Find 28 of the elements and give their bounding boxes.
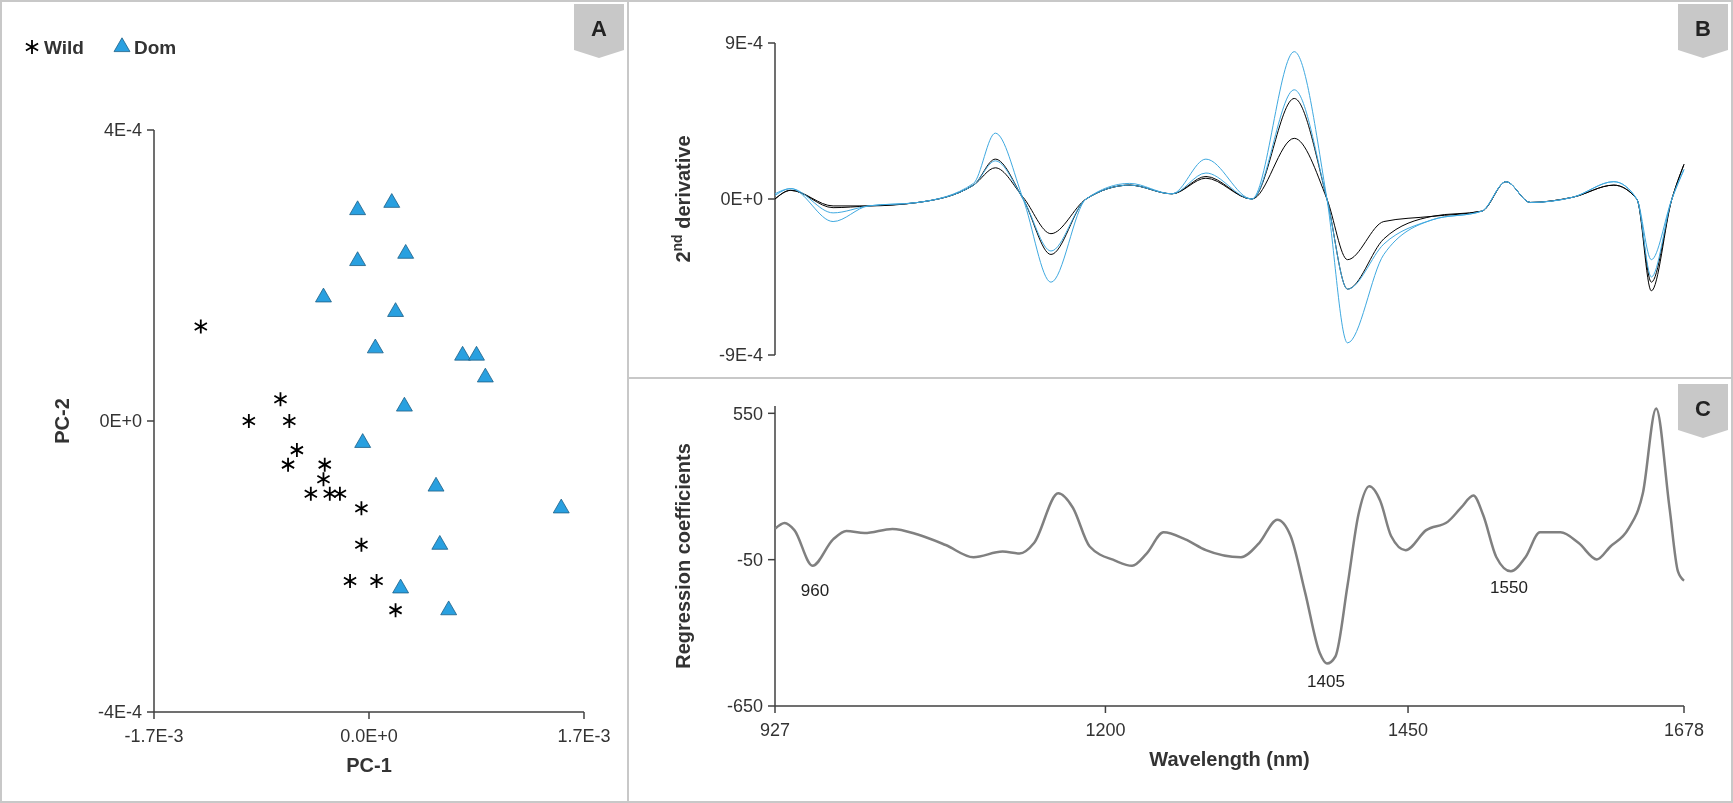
x-tick-label: 1450 xyxy=(1388,720,1429,740)
annotation: 960 xyxy=(800,580,830,600)
x-tick-label: 1678 xyxy=(1663,720,1705,740)
text: A xyxy=(591,16,608,41)
y-tick-label: -50 xyxy=(736,549,763,570)
y-tick-label: -9E-4 xyxy=(718,345,763,366)
legend-label: Wild xyxy=(44,36,84,58)
text: C xyxy=(1695,396,1712,421)
y-axis-title: PC-2 xyxy=(51,398,73,444)
text: B xyxy=(1695,16,1711,41)
legend-label: Dom xyxy=(134,36,177,58)
y-tick-label: 4E-4 xyxy=(103,120,142,141)
x-tick-label: 927 xyxy=(759,720,791,740)
x-tick-label: -1.7E-3 xyxy=(124,726,184,746)
y-tick-label: 550 xyxy=(732,403,763,424)
x-tick-label: 1.7E-3 xyxy=(557,726,611,746)
y-tick-label: -650 xyxy=(726,696,763,717)
y-tick-label: -4E-4 xyxy=(97,702,142,723)
annotation: 1550 xyxy=(1490,578,1528,597)
annotation: 1405 xyxy=(1307,672,1345,691)
x-tick-label: 1200 xyxy=(1085,720,1126,740)
x-tick-label: 0.0E+0 xyxy=(340,726,398,746)
y-axis-title: Regression coefficients xyxy=(672,443,694,669)
x-axis-title: PC-1 xyxy=(346,754,392,776)
x-axis-title: Wavelength (nm) xyxy=(1149,748,1310,770)
y-tick-label: 0E+0 xyxy=(720,189,763,210)
y-tick-label: 9E-4 xyxy=(724,33,763,54)
y-tick-label: 0E+0 xyxy=(99,411,142,432)
